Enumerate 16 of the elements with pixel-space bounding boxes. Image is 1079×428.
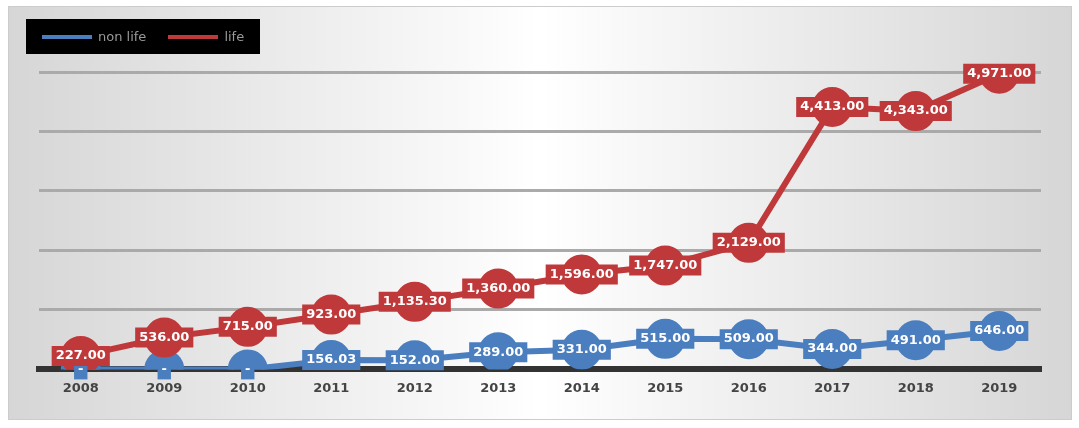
x-tick-label: 2019 (981, 379, 1018, 395)
x-tick-label: 2010 (229, 379, 266, 395)
x-tick-label: 2017 (814, 379, 851, 395)
x-tick-label: 2011 (313, 379, 350, 395)
x-tick-label: 2009 (146, 379, 183, 395)
legend-label: non life (98, 29, 147, 44)
x-tick-label: 2013 (480, 379, 517, 395)
data-label: - (161, 360, 167, 376)
x-tick-label: 2016 (730, 379, 767, 395)
x-tick-label: 2018 (897, 379, 934, 395)
legend-label: life (224, 29, 245, 44)
x-tick-label: 2012 (396, 379, 433, 395)
x-tick-label: 2008 (62, 379, 99, 395)
data-label: - (245, 360, 251, 376)
x-tick-label: 2014 (563, 379, 600, 395)
x-tick-label: 2015 (647, 379, 684, 395)
